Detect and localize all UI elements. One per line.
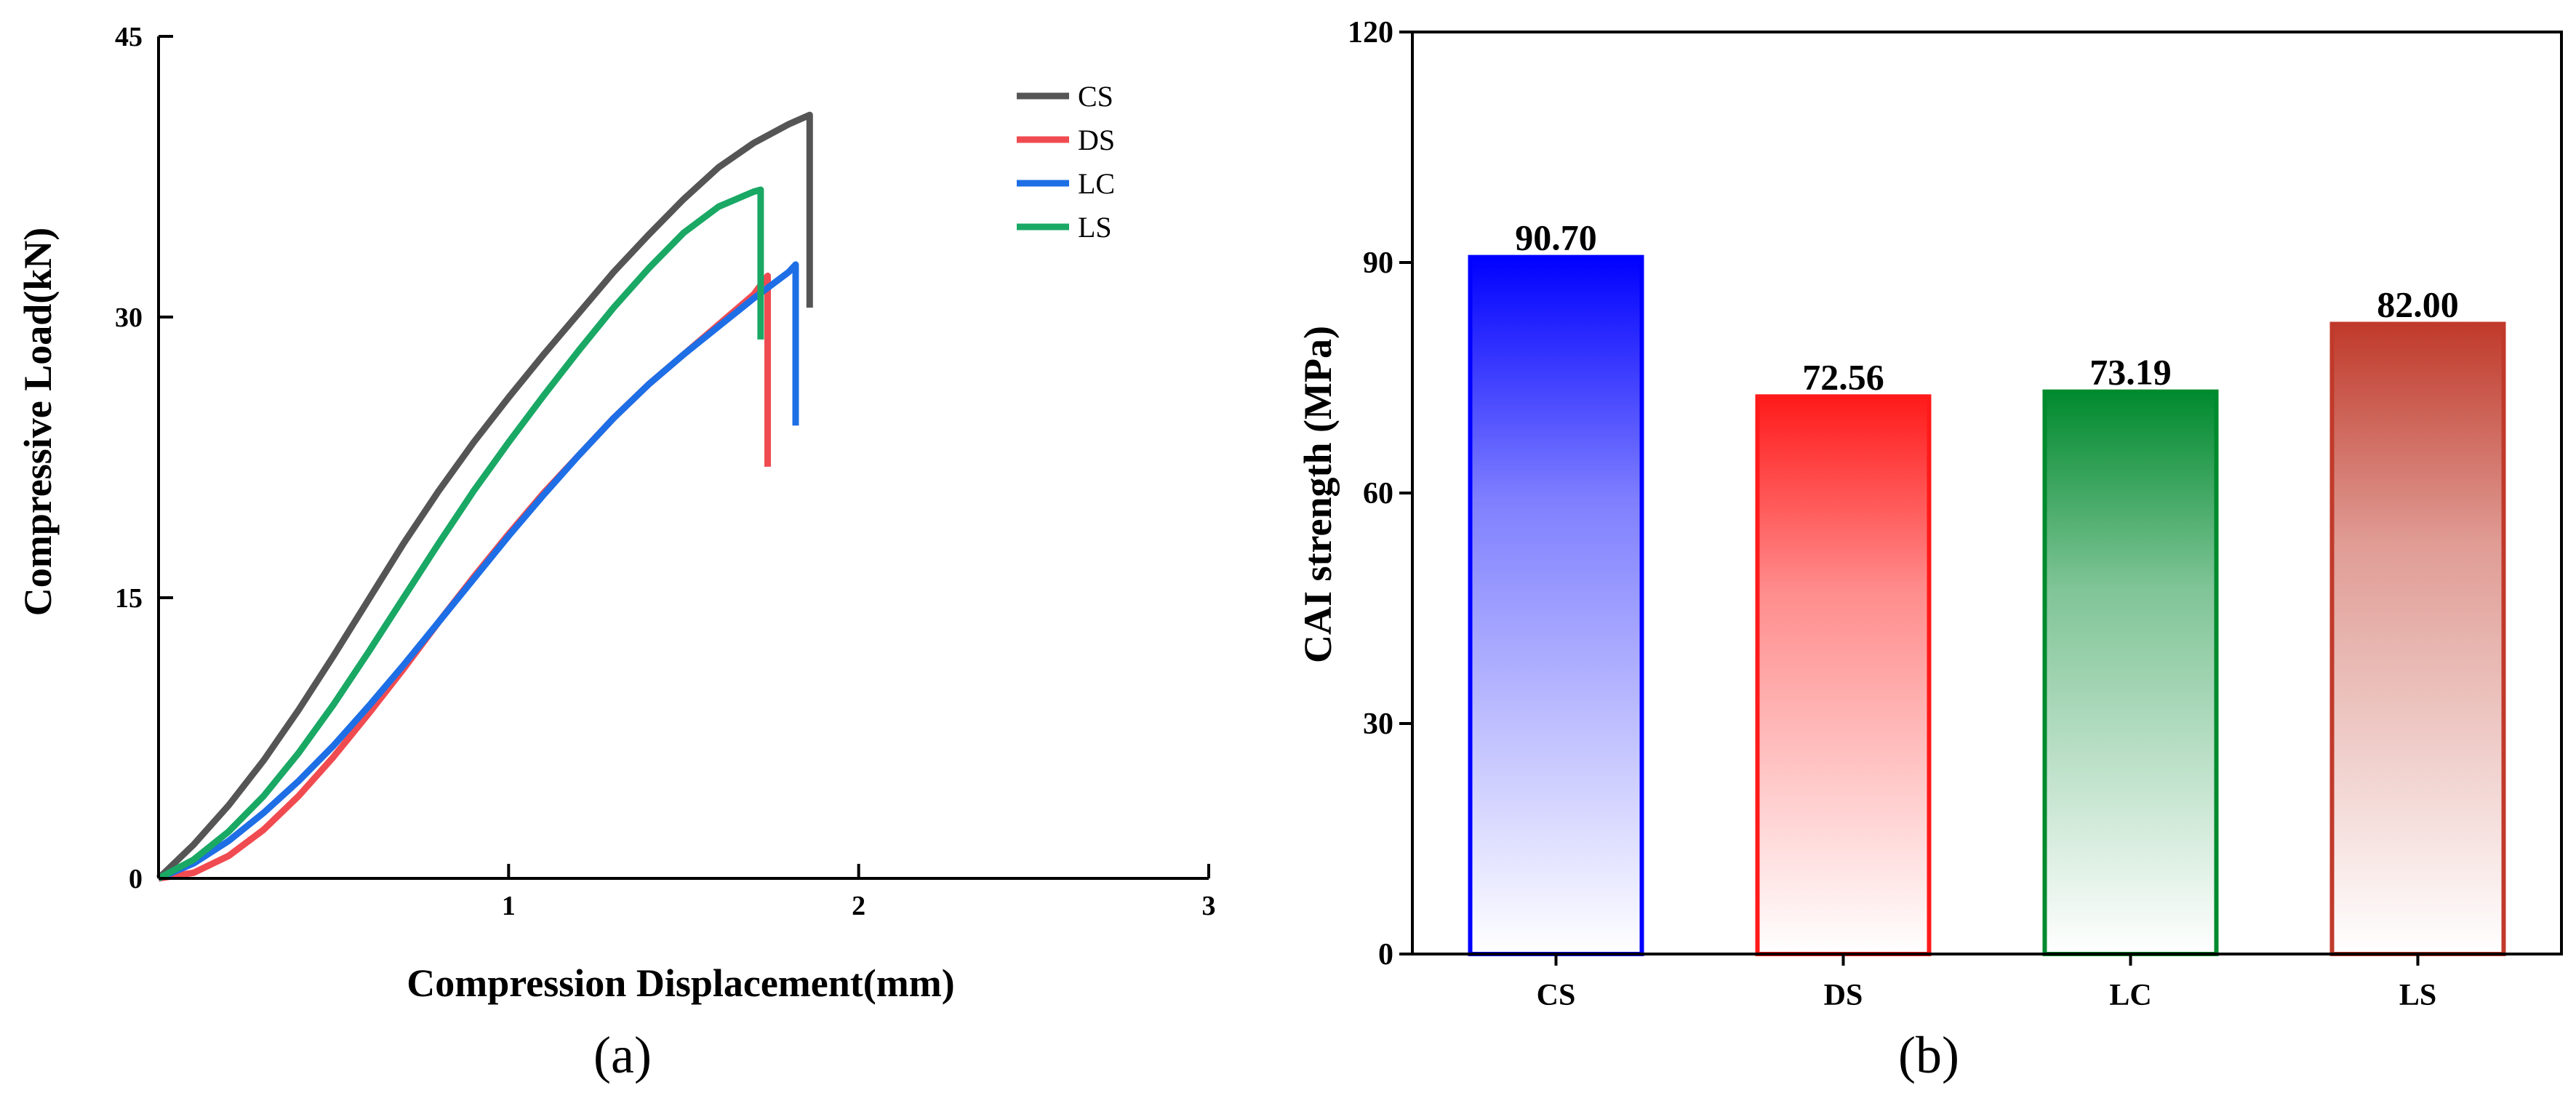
bar-ds	[1755, 394, 1932, 956]
bar-ls	[2329, 321, 2506, 956]
x-tick-label-lc: LC	[2109, 979, 2151, 1012]
series-line-lc	[157, 261, 799, 882]
y-axis-label: Compressive Load(kN)	[16, 228, 60, 617]
y-tick-label: 90	[1363, 247, 1393, 280]
axes	[157, 36, 1209, 880]
x-tick-label: 2	[852, 891, 865, 921]
bar-lc	[2042, 389, 2219, 956]
x-tick-label: 3	[1202, 891, 1216, 921]
y-tick-label: 30	[1363, 708, 1393, 741]
y-tick-label: 0	[129, 864, 143, 894]
y-tick-label: 45	[115, 22, 143, 52]
legend-label-lc: LC	[1078, 167, 1115, 200]
series-line-cs	[156, 111, 813, 881]
data-label-cs: 90.70	[1515, 217, 1597, 258]
legend-label-ds: DS	[1078, 124, 1115, 156]
tick-group: 0 30 60 90 120 CS DS LC LS	[1348, 16, 2436, 1012]
legend-label-ls: LS	[1078, 211, 1112, 244]
y-tick-label: 60	[1363, 477, 1393, 510]
data-label-ls: 82.00	[2377, 284, 2459, 325]
panel-label-b: (b)	[1898, 1026, 1959, 1084]
bars-group: 90.70 72.56 73.19 82.00	[1468, 217, 2506, 956]
x-tick-label-ds: DS	[1824, 979, 1863, 1012]
y-tick-label: 30	[115, 302, 143, 333]
y-tick-label: 0	[1378, 938, 1393, 971]
x-tick-label-cs: CS	[1537, 979, 1576, 1012]
x-axis-label: Compression Displacement(mm)	[407, 961, 954, 1005]
series-line-ds	[158, 272, 771, 882]
series-group	[156, 111, 813, 882]
x-tick-label-ls: LS	[2399, 979, 2436, 1012]
legend: CS DS LC LS	[1017, 80, 1115, 244]
panel-label-a: (a)	[593, 1026, 652, 1084]
legend-label-cs: CS	[1078, 80, 1113, 113]
data-label-ds: 72.56	[1802, 356, 1884, 397]
bar-cs	[1468, 255, 1644, 956]
y-tick-label: 15	[115, 583, 143, 614]
series-line-ls	[156, 186, 764, 881]
x-tick-label: 1	[502, 891, 516, 921]
y-axis-label: CAI strength (MPa)	[1296, 326, 1340, 663]
data-label-lc: 73.19	[2089, 352, 2172, 393]
y-tick-label: 120	[1348, 16, 1393, 49]
